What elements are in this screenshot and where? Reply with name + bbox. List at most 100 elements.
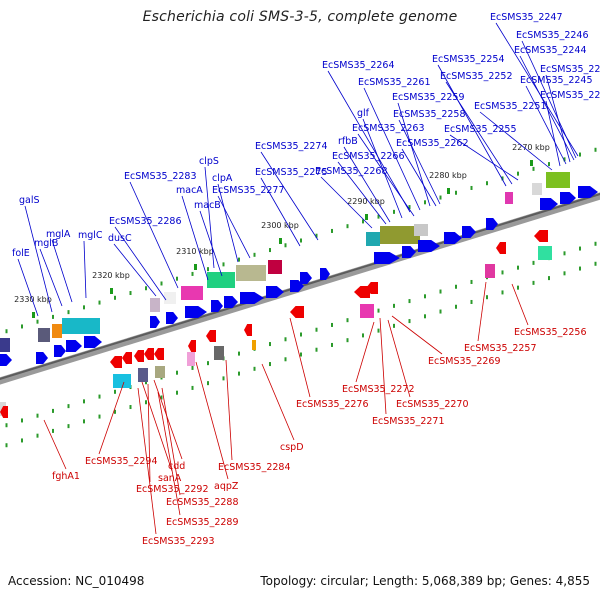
- content-feature-box: [505, 192, 513, 204]
- track-dot: [563, 271, 566, 276]
- forward-leader-line: [327, 70, 411, 213]
- content-feature-box: [236, 265, 266, 281]
- forward-gene-arrow: [266, 286, 284, 298]
- track-dot: [269, 248, 271, 253]
- gene-label-ecsms35-2259: EcSMS35_2259: [392, 92, 465, 103]
- reverse-gene-arrow: [188, 340, 196, 352]
- content-feature-box: [62, 318, 100, 334]
- tick-mark: [110, 288, 113, 294]
- track-dot: [532, 166, 535, 171]
- gene-label-ecsms35-2254: EcSMS35_2254: [432, 54, 505, 65]
- track-dot: [393, 323, 395, 328]
- forward-gene-arrow: [300, 272, 312, 284]
- gene-label-fgha1: fghA1: [52, 471, 80, 482]
- forward-leader-line: [449, 134, 519, 181]
- track-dot: [222, 376, 225, 381]
- track-dot: [501, 176, 504, 181]
- reverse-leader-line: [161, 387, 181, 496]
- forward-gene-arrow: [320, 268, 330, 280]
- track-dot: [145, 380, 147, 385]
- track-dot: [5, 443, 8, 448]
- reverse-gene-arrow: [290, 306, 304, 318]
- track-dot: [439, 195, 442, 200]
- tick-label: 2280 kbp: [429, 171, 467, 180]
- track-dot: [98, 300, 101, 305]
- track-dot: [67, 310, 70, 315]
- gene-label-ecsms35-2283: EcSMS35_2283: [124, 171, 197, 182]
- track-dot: [424, 294, 426, 299]
- forward-leader-line: [479, 111, 553, 171]
- forward-leader-line: [260, 151, 319, 241]
- track-dot: [207, 381, 209, 386]
- track-dot: [563, 157, 566, 162]
- content-feature-box: [113, 374, 131, 388]
- track-dot: [36, 413, 39, 418]
- track-dot: [470, 279, 473, 284]
- content-feature-box: [138, 368, 148, 382]
- reverse-gene-arrow: [206, 330, 216, 342]
- track-dot: [36, 319, 39, 324]
- track-dot: [579, 246, 581, 251]
- track-dot: [284, 357, 287, 362]
- tick-label: 2290 kbp: [347, 197, 385, 206]
- track-dot: [222, 262, 225, 267]
- track-dot: [579, 266, 581, 271]
- forward-leader-line: [181, 195, 209, 281]
- content-feature-box: [181, 286, 203, 300]
- track-dot: [486, 295, 488, 300]
- reverse-leader-line: [141, 381, 173, 472]
- track-dot: [191, 271, 194, 276]
- forward-leader-line: [363, 87, 421, 211]
- track-dot: [145, 400, 147, 405]
- reverse-leader-line: [195, 361, 229, 480]
- track-dot: [532, 280, 535, 285]
- forward-leader-line: [39, 248, 63, 307]
- content-feature-box: [150, 298, 160, 312]
- track-dot: [253, 252, 256, 257]
- track-dot: [408, 205, 411, 210]
- reverse-gene-arrow: [110, 356, 122, 368]
- track-dot: [36, 433, 39, 438]
- gene-label-ecsms35-2251: EcSMS35_2251: [474, 101, 547, 112]
- reverse-leader-line: [477, 281, 487, 342]
- track-dot: [346, 318, 349, 323]
- tick-mark: [530, 160, 533, 166]
- track-dot: [377, 308, 380, 313]
- track-dot: [346, 338, 349, 343]
- forward-leader-line: [525, 85, 567, 165]
- forward-leader-line: [545, 100, 561, 167]
- track-dot: [517, 265, 519, 270]
- forward-gene-arrow: [54, 345, 66, 357]
- reverse-gene-arrow: [366, 282, 378, 294]
- track-dot: [579, 152, 581, 157]
- forward-leader-line: [397, 102, 431, 207]
- gene-label-mgla: mglA: [46, 229, 71, 240]
- gene-label-ecsms35-2262: EcSMS35_2262: [396, 138, 469, 149]
- track-dot: [238, 351, 240, 356]
- track-dot: [160, 281, 163, 286]
- track-dot: [52, 314, 54, 319]
- tick-layer: 2330 kbp 2320 kbp 2310 kbp 2300 kbp 2290 kbp…: [14, 143, 550, 318]
- gene-label-clpa: clpA: [212, 173, 233, 184]
- track-dot: [129, 405, 132, 410]
- track-dot: [300, 238, 302, 243]
- track-dot: [408, 319, 411, 324]
- forward-leader-line: [260, 177, 301, 247]
- track-dot: [501, 290, 504, 295]
- gene-label-ecsms35-2272: EcSMS35_2272: [342, 384, 415, 395]
- forward-leader-line: [445, 81, 513, 185]
- track-dot: [191, 385, 194, 390]
- forward-leader-line: [519, 55, 575, 161]
- track-dot: [315, 327, 318, 332]
- track-dot: [548, 162, 550, 167]
- forward-gene-arrow: [462, 226, 476, 238]
- tick-mark: [279, 238, 282, 244]
- forward-leader-line: [217, 183, 239, 263]
- gene-label-ecsms35-2264: EcSMS35_2264: [322, 60, 395, 71]
- forward-gene-arrow: [418, 240, 440, 252]
- gene-label-ecsms35-2246: EcSMS35_2246: [516, 30, 589, 41]
- tick-mark: [365, 214, 368, 220]
- tick-label: 2330 kbp: [14, 295, 52, 304]
